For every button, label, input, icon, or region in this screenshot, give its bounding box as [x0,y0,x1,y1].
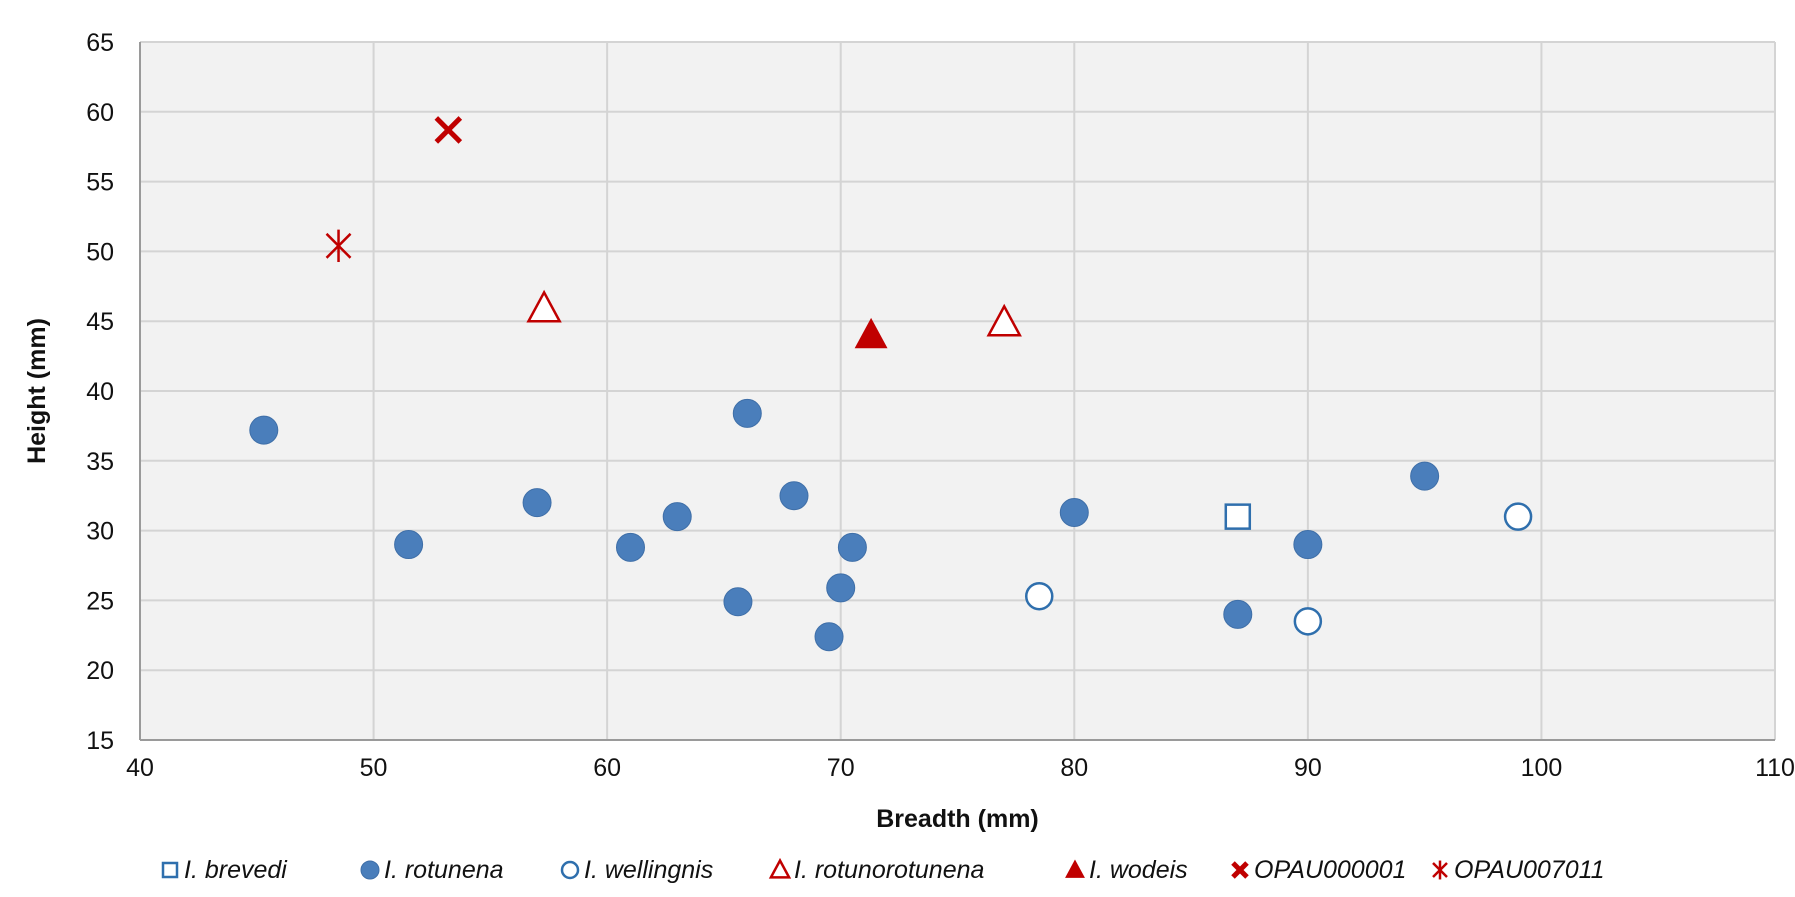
legend-label: I. wodeis [1089,856,1188,884]
y-tick-label: 40 [86,378,114,406]
legend-marker [560,860,580,880]
legend: I. brevedi I. rotunena I. wellingnis I. rot… [161,856,1605,884]
y-tick-label: 50 [86,238,114,266]
y-tick-label: 25 [86,587,114,615]
data-point [837,532,867,562]
legend-label: I. rotunorotunena [794,856,985,884]
data-point [616,532,645,562]
x-tick-label: 100 [1521,754,1563,782]
legend-marker [1065,859,1085,878]
data-point [779,481,809,511]
legend-marker [1432,860,1448,880]
data-point [662,502,692,532]
y-tick-label: 15 [86,727,114,755]
data-point [1293,530,1323,560]
y-tick-label: 20 [86,657,114,685]
x-tick-label: 70 [827,754,855,782]
legend-label: I. brevedi [184,856,288,884]
x-tick-label: 50 [360,754,388,782]
y-tick-label: 65 [86,29,114,57]
x-tick-label: 110 [1755,754,1795,782]
data-point [826,573,856,603]
data-point [732,398,762,428]
data-point [1410,461,1440,491]
data-point [434,116,463,144]
legend-label: OPAU000001 [1254,856,1406,884]
y-tick-labels: 15 20 25 30 35 40 45 50 55 60 65 [86,29,114,755]
y-tick-label: 45 [86,308,114,336]
data-point [986,303,1022,337]
legend-label: OPAU007011 [1454,856,1605,884]
data-point [814,622,844,652]
data-point [1025,581,1054,611]
y-tick-label: 60 [86,99,114,127]
legend-marker [1231,861,1249,879]
y-tick-label: 55 [86,169,114,197]
data-point [325,229,352,263]
data-point [1223,599,1253,629]
y-tick-label: 30 [86,518,114,546]
data-point [394,530,424,560]
data-point [1224,503,1252,530]
data-points [249,116,1533,652]
x-tick-label: 80 [1060,754,1088,782]
data-point [1503,502,1533,531]
legend-marker [768,857,792,879]
legend-label: I. rotunena [384,856,504,884]
data-point [526,289,562,323]
x-axis-title: Breadth (mm) [876,805,1039,833]
data-point [249,415,279,445]
data-point [854,317,888,349]
axes [139,42,1775,741]
data-point [1293,607,1323,636]
x-tick-label: 60 [593,754,621,782]
legend-marker [161,861,179,879]
y-axis-title: Height (mm) [23,318,51,464]
legend-marker [360,860,380,880]
x-tick-label: 90 [1294,754,1322,782]
x-tick-label: 40 [126,754,154,782]
data-point [723,587,753,617]
data-point [522,488,552,518]
x-tick-labels: 40 50 60 70 80 90 100 110 [126,754,1795,782]
data-point [1059,497,1089,527]
y-tick-label: 35 [86,448,114,476]
legend-label: I. wellingnis [584,856,713,884]
